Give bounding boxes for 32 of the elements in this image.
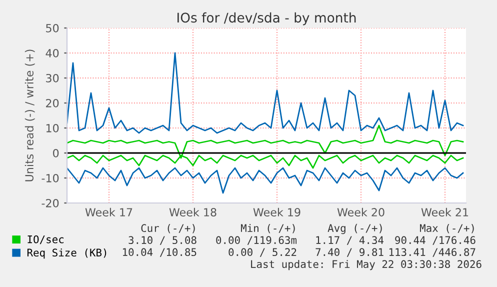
text: 90.44 /176.46	[395, 236, 476, 245]
text: Last update: Fri May 22 03:30:38 2026	[251, 260, 482, 270]
y-tick-label: -10	[42, 174, 59, 182]
legend-label: IO/sec	[28, 235, 64, 244]
y-tick-label: 30	[46, 74, 59, 82]
y-tick-label: 10	[46, 124, 59, 132]
x-tick-label: Week 17	[85, 208, 132, 216]
y-tick-label: 20	[46, 98, 59, 108]
y-tick-label: -20	[42, 198, 59, 208]
text: 0.00 /119.63m	[216, 236, 297, 245]
line-series	[67, 167, 464, 194]
legend-label: Req Size (KB)	[27, 248, 106, 259]
line-series	[67, 52, 464, 134]
text: 3.10 / 5.08	[128, 236, 196, 245]
text: 0.00 / 5.22	[228, 248, 296, 257]
text: 7.40 / 9.81	[316, 248, 384, 257]
text: Min (-/+)	[240, 224, 295, 234]
x-tick-label: Week 20	[337, 208, 384, 216]
y-tick-label: 40	[46, 48, 59, 58]
y-axis-title: Units read (-) / write (+)	[24, 50, 35, 182]
text: Max (-/+)	[420, 224, 474, 234]
chart-title: IOs for /dev/sda - by month	[178, 12, 356, 26]
x-tick-label: Week 18	[169, 208, 216, 216]
text: Avg (-/+)	[328, 224, 382, 234]
x-tick-label: Week 19	[253, 208, 300, 216]
text: 113.41 /446.87	[389, 248, 476, 257]
text: 10.04 /10.85	[123, 248, 196, 257]
y-tick-label: 50	[46, 24, 59, 32]
text: 1.17 / 4.34	[316, 236, 384, 245]
text: Cur (-/+)	[141, 224, 195, 234]
x-tick-label: Week 21	[421, 208, 468, 216]
y-tick-label: 0	[53, 148, 59, 158]
